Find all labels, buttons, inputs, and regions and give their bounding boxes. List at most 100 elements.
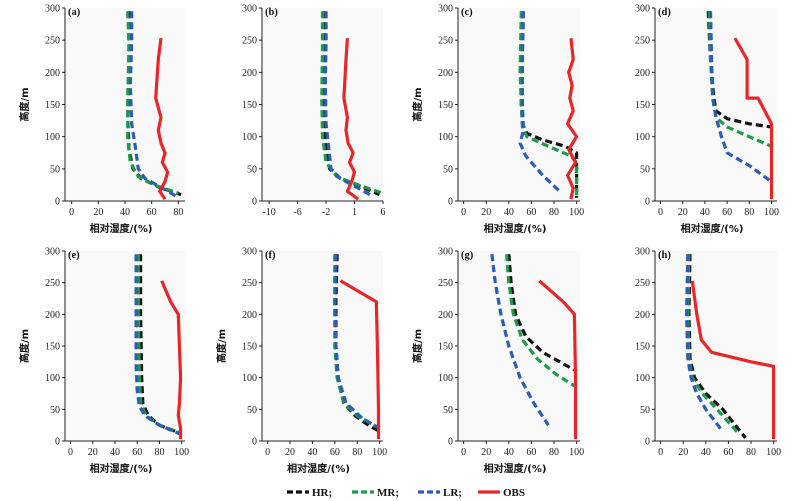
y-tick-label: 150: [438, 342, 453, 353]
y-tick-label: 50: [247, 164, 257, 175]
y-tick-label: 300: [438, 4, 453, 15]
series-line-obs: [154, 37, 170, 200]
y-tick-label: 50: [640, 164, 650, 175]
x-axis-label: 相对湿度/(%): [681, 222, 744, 235]
y-tick-label: 150: [45, 342, 60, 353]
y-tick-label: 200: [635, 310, 650, 321]
x-tick-label: 80: [746, 447, 756, 458]
x-axis-label: 相对湿度/(%): [287, 462, 350, 475]
series-line-obs: [538, 279, 578, 440]
plot-background: [262, 251, 383, 441]
x-tick-label: 20: [481, 207, 491, 218]
y-tick-label: 150: [242, 100, 257, 111]
plot-background: [65, 251, 185, 441]
x-tick-label: 20: [481, 447, 491, 458]
x-tick-label: 0: [658, 207, 663, 218]
x-tick-label: 0: [68, 447, 73, 458]
series-line-obs: [160, 280, 183, 440]
x-tick-label: 40: [700, 207, 710, 218]
x-tick-label: 60: [526, 207, 536, 218]
legend-label-mr: MR;: [377, 487, 399, 499]
x-axis-label: 相对湿度/(%): [90, 462, 153, 475]
panel-b: 0 50 100 150 200 250 300 -10 -6 -2 1 6 (b): [242, 4, 386, 219]
y-axis-label: 高度/m: [411, 329, 424, 363]
x-tick-label: 100: [174, 447, 189, 458]
panel-label: (a): [68, 7, 81, 18]
x-tick-label: 40: [307, 447, 317, 458]
panel-f: 0 50 100 150 200 250 300 0 20 40 60 80 100 (f) 相对湿度/(%…: [215, 247, 387, 476]
series-line-obs: [566, 38, 579, 200]
y-tick-label: 200: [242, 310, 257, 321]
y-tick-label: 150: [438, 100, 453, 111]
y-tick-label: 300: [242, 247, 257, 258]
x-tick-label: 100: [764, 207, 779, 218]
panel-label: (h): [658, 250, 671, 261]
panel-label: (f): [265, 250, 276, 261]
series-line-obs: [339, 279, 381, 440]
y-tick-label: 150: [242, 342, 257, 353]
y-tick-label: 0: [55, 437, 60, 448]
series-line-lr: [685, 254, 725, 433]
panel-c: 0 50 100 150 200 250 300 0 20 40 60 80 100 (c) 相对湿度/(%…: [411, 4, 584, 236]
y-tick-label: 300: [242, 4, 257, 15]
y-tick-label: 50: [50, 164, 60, 175]
x-tick-label: 1: [352, 207, 357, 218]
panel-label: (e): [68, 250, 80, 261]
y-tick-label: 200: [242, 68, 257, 79]
series-line-hr: [507, 254, 578, 373]
series-line-obs: [733, 37, 774, 200]
x-tick-label: 0: [461, 447, 466, 458]
y-tick-label: 100: [45, 132, 60, 143]
y-tick-label: 50: [443, 164, 453, 175]
y-tick-label: 300: [635, 247, 650, 258]
y-axis-label: 高度/m: [18, 87, 31, 121]
y-tick-label: 100: [242, 132, 257, 143]
series-line-lr: [490, 254, 550, 427]
x-axis-label: 相对湿度/(%): [484, 222, 547, 235]
panel-g: 0 50 100 150 200 250 300 0 20 40 60 80 100 (g) 相对湿度/(%…: [411, 247, 584, 476]
series-line-mr: [505, 254, 578, 389]
x-tick-label: 100: [569, 207, 584, 218]
y-tick-label: 100: [438, 373, 453, 384]
x-tick-label: 20: [678, 207, 688, 218]
panel-label: (b): [265, 7, 278, 18]
series-line-lr: [333, 254, 381, 430]
x-tick-label: 80: [352, 447, 362, 458]
y-axis-label: 高度/m: [411, 87, 424, 121]
x-tick-label: 80: [549, 207, 559, 218]
x-tick-label: 80: [173, 207, 183, 218]
y-tick-label: 250: [45, 36, 60, 47]
y-tick-label: 0: [252, 197, 257, 208]
y-tick-label: 0: [448, 437, 453, 448]
x-tick-label: 80: [154, 447, 164, 458]
x-tick-label: 40: [504, 207, 514, 218]
x-tick-label: 20: [285, 447, 295, 458]
y-tick-label: 0: [645, 437, 650, 448]
x-tick-label: 40: [504, 447, 514, 458]
x-tick-label: 60: [330, 447, 340, 458]
y-tick-label: 200: [438, 68, 453, 79]
y-tick-label: 250: [635, 278, 650, 289]
y-tick-label: 0: [55, 197, 60, 208]
y-tick-label: 200: [438, 310, 453, 321]
legend-label-obs: OBS: [503, 487, 525, 499]
x-tick-label: 0: [461, 207, 466, 218]
x-tick-label: 0: [265, 447, 270, 458]
legend-label-hr: HR;: [312, 487, 332, 499]
x-tick-label: 60: [723, 447, 733, 458]
y-tick-label: 50: [50, 405, 60, 416]
x-tick-label: 60: [132, 447, 142, 458]
series-line-mr: [320, 11, 384, 195]
series-line-obs: [690, 280, 776, 440]
panel-label: (c): [461, 7, 473, 18]
legend: HR; MR; LR; OBS: [287, 487, 525, 499]
panel-label: (d): [658, 7, 671, 18]
y-tick-label: 50: [443, 405, 453, 416]
series-line-lr: [323, 11, 374, 198]
y-tick-label: 100: [635, 373, 650, 384]
x-tick-label: 6: [381, 207, 386, 218]
series-line-lr: [708, 11, 773, 183]
x-axis-label: 相对湿度/(%): [484, 462, 547, 475]
y-tick-label: 200: [45, 68, 60, 79]
